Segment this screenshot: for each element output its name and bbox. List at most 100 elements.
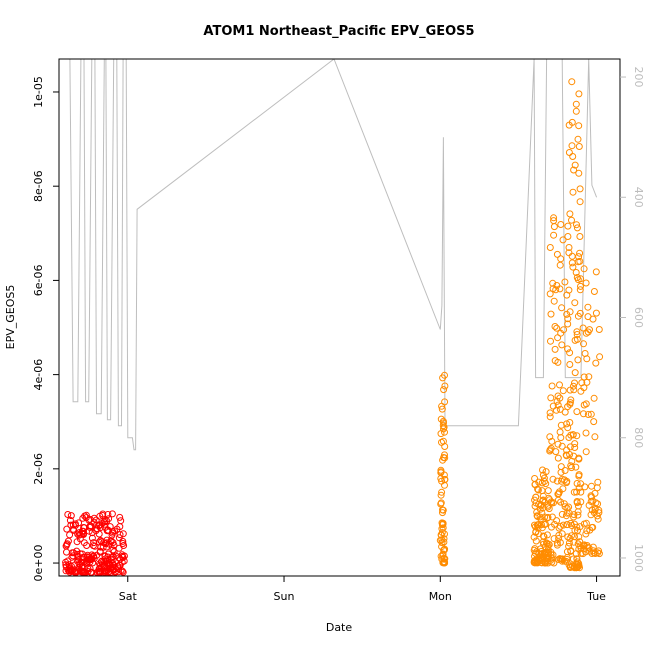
data-point (555, 531, 563, 539)
data-point (591, 550, 599, 557)
data-point (551, 345, 559, 353)
data-point (576, 185, 584, 193)
data-point (103, 517, 111, 525)
data-point (589, 315, 597, 323)
x-axis-label: Date (326, 621, 353, 634)
data-point (557, 463, 565, 471)
y2-tick-label: 400 (632, 187, 645, 208)
plot-border (58, 58, 621, 577)
data-point (569, 431, 577, 439)
data-point (573, 498, 581, 505)
data-point (575, 90, 583, 98)
data-point (119, 530, 127, 538)
data-point (553, 539, 561, 547)
data-point (585, 373, 593, 381)
data-point (582, 279, 590, 287)
data-point (111, 568, 119, 576)
data-point (579, 324, 587, 332)
data-point (86, 522, 94, 530)
data-point (441, 398, 449, 406)
data-point (95, 530, 103, 538)
data-point (104, 553, 112, 561)
data-point (576, 233, 584, 240)
data-point (568, 78, 576, 86)
data-point (550, 297, 558, 305)
data-point (543, 514, 551, 522)
data-point (560, 500, 568, 508)
data-point (566, 349, 574, 357)
data-point (565, 503, 573, 511)
data-point (439, 509, 446, 517)
data-point (568, 142, 576, 150)
y2-tick-label: 600 (632, 307, 645, 328)
data-point (574, 258, 582, 266)
data-point (540, 474, 548, 482)
data-point (108, 510, 116, 518)
data-point (558, 442, 566, 450)
data-point (556, 261, 564, 269)
data-point (441, 443, 449, 450)
data-point (65, 567, 73, 575)
data-point (95, 565, 103, 573)
data-point (590, 394, 598, 402)
data-point (569, 153, 577, 160)
data-point (553, 250, 561, 258)
data-point (75, 519, 83, 527)
data-point (115, 534, 123, 542)
data-point (83, 560, 91, 568)
data-point (548, 513, 556, 521)
data-point (569, 263, 577, 271)
data-point (567, 462, 575, 470)
data-point (574, 508, 582, 516)
data-point (85, 527, 93, 535)
data-point (66, 531, 74, 539)
data-point (583, 527, 591, 535)
data-point (575, 122, 583, 130)
data-point (573, 335, 581, 343)
data-point (592, 268, 600, 276)
data-point (565, 539, 573, 547)
data-point (79, 530, 87, 538)
data-point (546, 290, 554, 298)
data-point (584, 303, 592, 311)
data-point (558, 530, 566, 538)
data-point (109, 528, 117, 535)
data-point (564, 233, 572, 240)
data-point (571, 369, 579, 377)
data-point (105, 515, 113, 523)
data-point (594, 478, 602, 486)
data-point (92, 516, 100, 524)
data-point (109, 553, 117, 560)
data-point (63, 548, 70, 556)
data-point (63, 525, 71, 533)
data-point (437, 415, 445, 423)
data-point (120, 542, 128, 549)
data-point (559, 387, 567, 395)
data-point (566, 451, 574, 458)
data-point (438, 438, 445, 446)
data-point (580, 265, 588, 273)
data-point (99, 512, 107, 519)
data-point (70, 526, 78, 534)
data-point (573, 224, 581, 232)
data-point (74, 557, 81, 565)
data-point (89, 542, 97, 550)
data-point (572, 100, 580, 108)
data-point (90, 539, 98, 547)
data-point (546, 433, 554, 441)
data-point (550, 214, 558, 222)
data-point (557, 221, 565, 228)
data-point (557, 434, 565, 442)
data-point (115, 561, 123, 569)
data-point (571, 564, 578, 572)
data-point (587, 498, 595, 505)
data-point (566, 419, 574, 426)
data-point (575, 169, 583, 177)
data-point (108, 531, 116, 539)
data-point (577, 282, 584, 290)
data-point (556, 285, 564, 293)
data-point (592, 309, 600, 317)
data-point (580, 340, 587, 348)
data-point (548, 382, 556, 390)
data-point (541, 559, 549, 567)
